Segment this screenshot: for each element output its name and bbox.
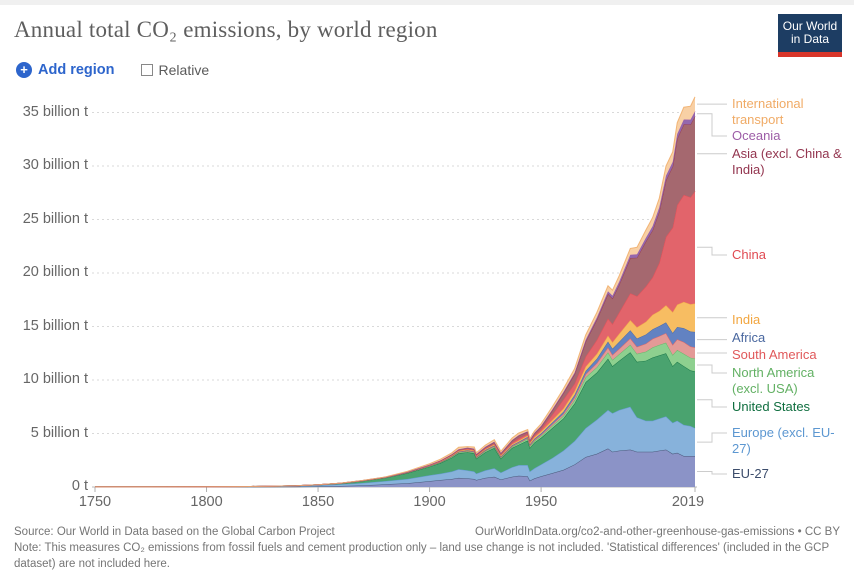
source-text: Source: Our World in Data based on the G…	[14, 526, 335, 538]
area-samerica[interactable]	[95, 333, 695, 487]
chart-footer: Source: Our World in Data based on the G…	[14, 524, 840, 572]
x-axis-label-1900: 1900	[413, 494, 446, 510]
legend-item-eu27[interactable]: EU-27	[732, 466, 769, 481]
legend-connector-europe	[697, 432, 727, 443]
y-axis-label-35: 35 billion t	[22, 103, 88, 120]
add-region-button[interactable]: + Add region	[16, 62, 115, 78]
area-africa[interactable]	[95, 322, 695, 487]
owid-logo[interactable]: Our World in Data	[778, 14, 842, 57]
chart-controls: + Add region Relative	[16, 62, 209, 78]
y-axis-label-0: 0 t	[71, 478, 88, 494]
source-link[interactable]: OurWorldInData.org/co2-and-other-greenho…	[475, 526, 840, 538]
legend-item-asia[interactable]: Asia (excl. China & India)	[732, 146, 842, 177]
add-region-label: Add region	[38, 62, 115, 78]
x-axis-label-1950: 1950	[524, 494, 558, 510]
owid-logo-red-bar	[778, 52, 842, 57]
y-axis-label-20: 20 billion t	[22, 264, 88, 280]
area-topline-transport	[95, 96, 696, 488]
note-text: Note: This measures CO₂ emissions from f…	[14, 542, 829, 571]
legend-item-europe[interactable]: Europe (excl. EU-27)	[732, 425, 835, 456]
legend-item-namerica[interactable]: North America (excl. USA)	[732, 365, 815, 396]
legend-item-oceania[interactable]: Oceania	[732, 128, 781, 143]
area-eu27[interactable]	[95, 448, 695, 488]
owid-logo-line1: Our World	[782, 19, 838, 33]
owid-logo-line2: in Data	[790, 32, 830, 46]
legend-item-africa[interactable]: Africa	[732, 330, 766, 345]
y-axis-label-30: 30 billion t	[22, 157, 88, 173]
legend-connector-eu27	[697, 471, 727, 475]
x-axis-label-2019: 2019	[671, 494, 705, 510]
y-axis-label-15: 15 billion t	[22, 317, 88, 334]
relative-label: Relative	[158, 62, 210, 78]
area-europe[interactable]	[95, 406, 695, 487]
legend-connector-china	[697, 246, 727, 256]
relative-checkbox[interactable]	[140, 64, 153, 76]
x-axis-label-1750: 1750	[78, 494, 112, 510]
legend-item-samerica[interactable]: South America	[732, 347, 817, 362]
x-axis-label-1800: 1800	[190, 494, 223, 510]
x-axis-label-1850: 1850	[301, 494, 335, 510]
legend-connector-oceania	[697, 113, 727, 137]
plus-circle-icon: +	[16, 62, 32, 78]
area-namerica[interactable]	[95, 342, 695, 487]
y-axis-label-5: 5 billion t	[30, 424, 88, 441]
legend-connector-usa	[697, 399, 727, 408]
y-axis-label-10: 10 billion t	[22, 371, 88, 387]
legend-item-china[interactable]: China	[732, 247, 766, 262]
legend-item-usa[interactable]: United States	[732, 399, 811, 414]
area-usa[interactable]	[95, 352, 695, 487]
legend-item-india[interactable]: India	[732, 312, 761, 327]
legend-item-transport[interactable]: International transport	[732, 96, 804, 127]
page-title: Annual total CO₂ emissions, by world reg…	[14, 17, 438, 42]
y-axis-label-25: 25 billion t	[22, 210, 88, 227]
top-strip	[0, 0, 854, 5]
legend-connector-namerica	[697, 364, 727, 374]
relative-toggle[interactable]: Relative	[140, 62, 210, 78]
owid-logo-text: Our World in Data	[778, 14, 842, 52]
